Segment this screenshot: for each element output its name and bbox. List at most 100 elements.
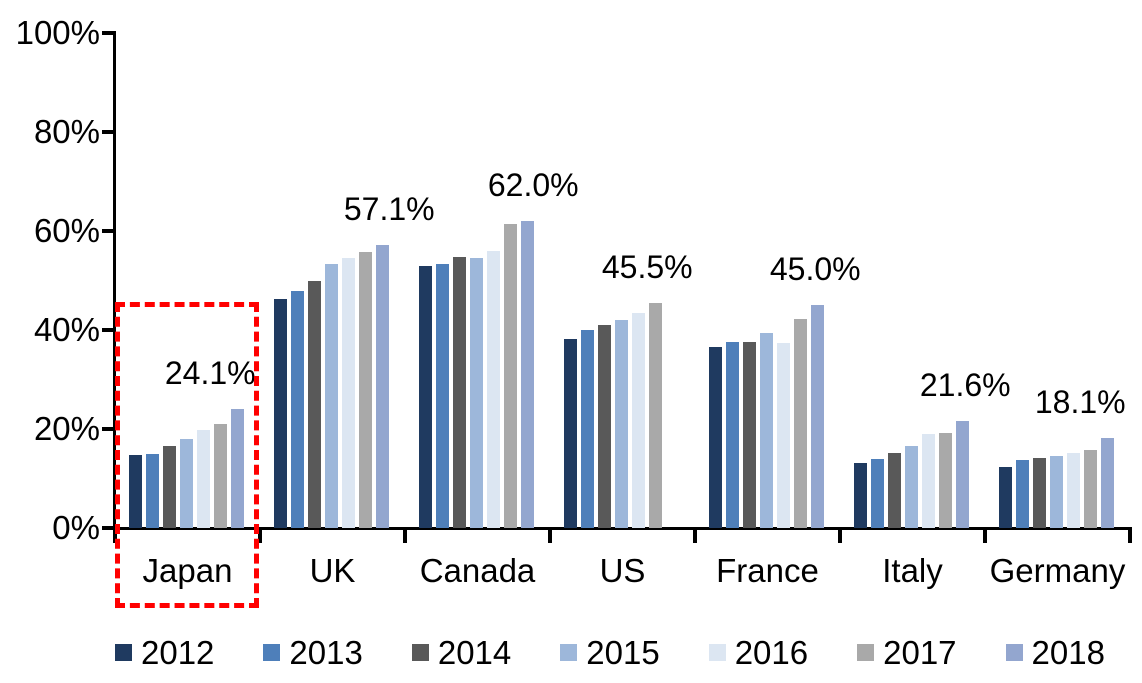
bar-canada-2018 [520, 221, 534, 528]
legend-swatch-2016 [708, 644, 726, 661]
bar-us-2014 [597, 325, 611, 528]
category-label-us: US [599, 552, 646, 589]
bar-uk-2013 [290, 291, 304, 528]
bar-uk-2016 [341, 257, 355, 528]
legend-item-2018: 2018 [1005, 634, 1105, 671]
bar-uk-2017 [358, 252, 372, 528]
bar-germany-2016 [1066, 453, 1080, 528]
legend-label-2018: 2018 [1031, 634, 1105, 671]
bar-japan-2017 [213, 424, 227, 528]
legend-item-2013: 2013 [263, 634, 363, 671]
bar-us-2017 [648, 302, 662, 528]
bar-italy-2017 [938, 433, 952, 528]
legend-label-2012: 2012 [141, 634, 215, 671]
legend: 2012 2013 2014 2015 2016 2017 2018 [115, 636, 1105, 669]
bar-france-2015 [759, 333, 773, 528]
bar-japan-2012 [128, 455, 142, 528]
legend-label-2016: 2016 [734, 634, 809, 671]
bar-germany-2018 [1100, 438, 1114, 528]
bar-germany-2014 [1032, 457, 1046, 528]
bar-us-2016 [631, 312, 645, 528]
x-tick-mark [838, 527, 842, 543]
bar-us-2012 [563, 339, 577, 528]
bar-uk-2012 [273, 298, 287, 528]
data-label-us: 45.5% [601, 248, 693, 285]
category-label-germany: Germany [989, 552, 1126, 589]
legend-swatch-2018 [1005, 644, 1023, 661]
bar-uk-2015 [324, 264, 338, 528]
y-tick-mark [102, 526, 115, 530]
legend-swatch-2017 [857, 644, 875, 661]
category-label-france: France [716, 552, 819, 589]
legend-label-2013: 2013 [289, 634, 363, 671]
y-tick-mark [102, 130, 115, 134]
legend-item-2012: 2012 [115, 636, 214, 669]
bar-uk-2018 [375, 245, 389, 528]
legend-label-2014: 2014 [437, 634, 512, 671]
bar-france-2017 [793, 318, 807, 528]
bar-germany-2015 [1049, 455, 1063, 528]
legend-swatch-2012 [115, 644, 132, 661]
data-label-france: 45.0% [769, 251, 861, 288]
data-label-canada: 62.0% [487, 167, 579, 204]
y-tick-label: 0% [52, 509, 100, 546]
bar-italy-2015 [904, 445, 918, 528]
legend-item-2016: 2016 [708, 634, 809, 671]
data-label-japan: 24.1% [164, 354, 256, 391]
bar-canada-2016 [486, 250, 500, 528]
bar-canada-2013 [435, 263, 449, 528]
x-axis-line [113, 527, 1132, 530]
bar-japan-2015 [179, 439, 193, 528]
bar-france-2014 [742, 341, 756, 528]
bar-germany-2017 [1083, 450, 1097, 528]
bar-canada-2017 [503, 223, 517, 528]
x-tick-mark [693, 527, 697, 543]
x-tick-mark [548, 527, 552, 543]
y-tick-label: 20% [33, 410, 100, 447]
y-tick-label: 80% [33, 113, 100, 150]
legend-item-2017: 2017 [857, 634, 957, 671]
y-tick-label: 60% [33, 212, 100, 249]
bar-canada-2015 [469, 258, 483, 528]
japan-highlight-box [115, 302, 259, 608]
y-tick-mark [102, 427, 115, 431]
bar-japan-2016 [196, 429, 210, 528]
y-tick-mark [102, 31, 115, 35]
y-tick-mark [102, 328, 115, 332]
bar-germany-2012 [998, 467, 1012, 528]
legend-swatch-2014 [411, 644, 429, 661]
bar-italy-2013 [870, 459, 884, 528]
x-tick-mark [983, 527, 987, 543]
bar-france-2012 [708, 347, 722, 528]
category-label-canada: Canada [419, 552, 536, 589]
data-label-germany: 18.1% [1034, 384, 1126, 421]
bar-italy-2018 [955, 421, 969, 528]
x-tick-mark [1128, 527, 1132, 543]
legend-swatch-2013 [263, 644, 281, 661]
legend-swatch-2015 [560, 644, 578, 661]
bar-france-2013 [725, 341, 739, 528]
bar-france-2018 [810, 305, 824, 528]
bar-canada-2014 [452, 256, 466, 528]
x-tick-mark [258, 527, 262, 543]
x-tick-mark [403, 527, 407, 543]
bar-france-2016 [776, 343, 790, 528]
y-tick-label: 100% [15, 14, 100, 51]
y-axis-line [113, 31, 116, 531]
bar-italy-2016 [921, 434, 935, 528]
bar-canada-2012 [418, 265, 432, 528]
bar-uk-2014 [307, 280, 321, 528]
bar-italy-2014 [887, 453, 901, 528]
category-label-japan: Japan [142, 552, 233, 589]
y-tick-label: 40% [33, 311, 100, 348]
data-label-italy: 21.6% [919, 367, 1011, 404]
legend-item-2014: 2014 [411, 634, 512, 671]
legend-label-2017: 2017 [883, 634, 957, 671]
bar-japan-2014 [162, 446, 176, 528]
category-label-uk: UK [309, 552, 356, 589]
data-label-uk: 57.1% [343, 191, 435, 228]
bar-us-2013 [580, 330, 594, 528]
bar-japan-2018 [230, 408, 244, 528]
legend-item-2015: 2015 [560, 636, 660, 669]
y-tick-mark [102, 229, 115, 233]
